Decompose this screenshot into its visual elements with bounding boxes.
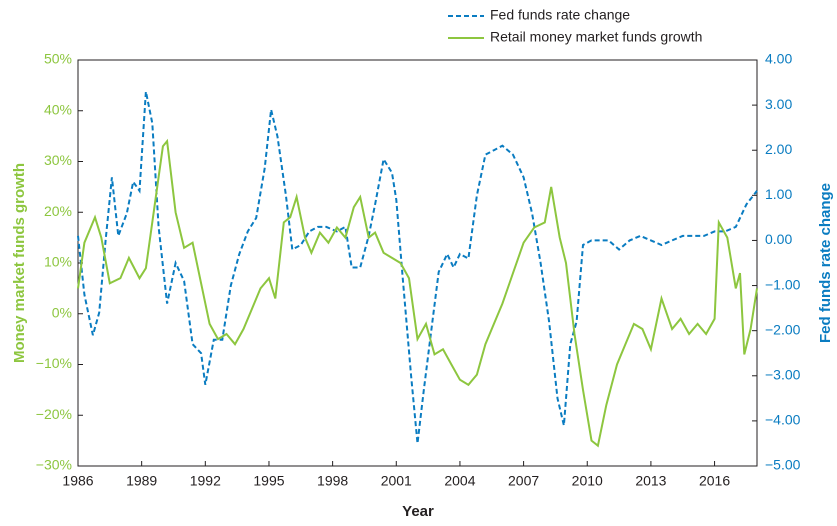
y2-axis-title: Fed funds rate change	[817, 183, 834, 343]
y-tick-label: 30%	[44, 152, 72, 168]
y2-tick-label: −4.00	[765, 412, 801, 428]
y-tick-label: 10%	[44, 254, 72, 270]
x-tick-label: 2007	[508, 473, 539, 489]
x-tick-label: 2016	[699, 473, 730, 489]
x-tick-label: 2001	[381, 473, 412, 489]
y-tick-label: −10%	[36, 355, 72, 371]
x-tick-label: 1986	[62, 473, 93, 489]
x-axis-title: Year	[402, 503, 434, 520]
x-tick-label: 2004	[444, 473, 475, 489]
y-tick-label: −30%	[36, 457, 72, 473]
x-tick-label: 1992	[190, 473, 221, 489]
y2-tick-label: 4.00	[765, 51, 792, 67]
y2-tick-label: −1.00	[765, 276, 801, 292]
x-tick-label: 2010	[572, 473, 603, 489]
y2-tick-label: −5.00	[765, 457, 801, 473]
series-line	[77, 91, 758, 444]
y-tick-label: 40%	[44, 101, 72, 117]
y-tick-label: 0%	[52, 304, 72, 320]
y2-tick-label: 1.00	[765, 186, 792, 202]
x-tick-label: 2013	[635, 473, 666, 489]
y-tick-label: 20%	[44, 203, 72, 219]
x-tick-label: 1998	[317, 473, 348, 489]
plot-frame	[77, 59, 758, 467]
y-axis-title: Money market funds growth	[11, 163, 28, 363]
y2-tick-label: 2.00	[765, 141, 792, 157]
legend-label: Retail money market funds growth	[490, 29, 702, 45]
y2-tick-label: −3.00	[765, 366, 801, 382]
y-tick-label: 50%	[44, 51, 72, 67]
y2-tick-label: 3.00	[765, 96, 792, 112]
x-tick-label: 1995	[253, 473, 284, 489]
x-tick-label: 1989	[126, 473, 157, 489]
y2-tick-label: −2.00	[765, 321, 801, 337]
y-tick-label: −20%	[36, 406, 72, 422]
y2-tick-label: 0.00	[765, 231, 792, 247]
series-line	[77, 138, 758, 448]
legend-label: Fed funds rate change	[490, 7, 630, 23]
